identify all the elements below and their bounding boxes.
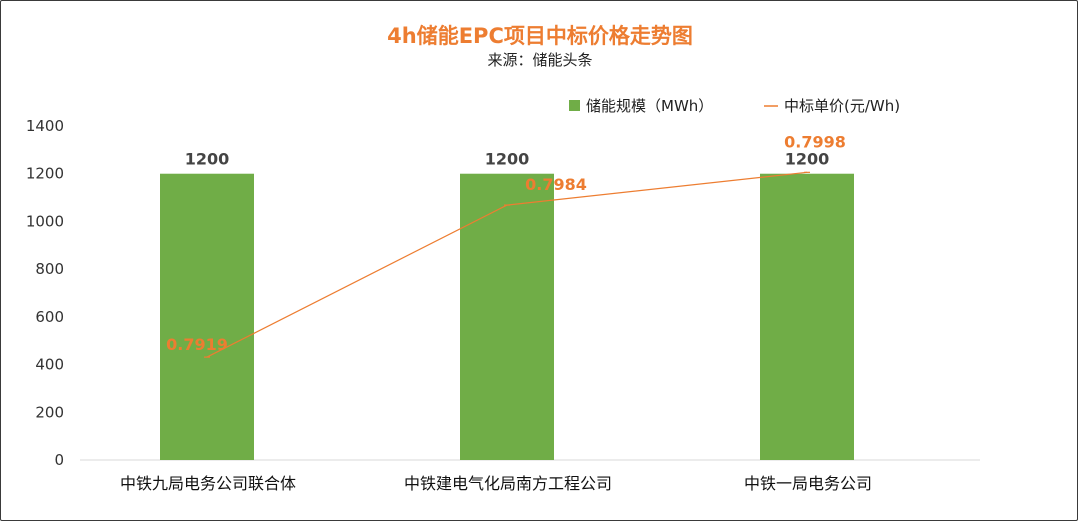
x-category-label: 中铁建电气化局南方工程公司 xyxy=(404,474,612,493)
chart-subtitle: 来源：储能头条 xyxy=(487,51,593,69)
line-layer: 0.7919 0.7984 0.7998 xyxy=(166,132,846,358)
y-tick-label: 800 xyxy=(35,260,64,278)
bar xyxy=(160,173,254,460)
x-category-label: 中铁一局电务公司 xyxy=(744,474,872,493)
legend: 储能规模（MWh） 中标单价(元/Wh) xyxy=(569,97,900,115)
line-data-label: 0.7998 xyxy=(784,132,846,151)
bar-data-label: 1200 xyxy=(485,150,530,169)
chart-title: 4h储能EPC项目中标价格走势图 xyxy=(387,24,693,48)
y-tick-label: 0 xyxy=(54,451,64,469)
legend-bar-label: 储能规模（MWh） xyxy=(586,97,713,115)
line-data-label: 0.7984 xyxy=(525,175,587,194)
bar xyxy=(760,173,854,460)
y-tick-label: 600 xyxy=(35,308,64,326)
legend-line-label: 中标单价(元/Wh) xyxy=(784,97,900,115)
x-category-label: 中铁九局电务公司联合体 xyxy=(120,474,296,493)
y-tick-label: 1400 xyxy=(26,117,64,135)
bar xyxy=(460,173,554,460)
y-tick-label: 1000 xyxy=(26,212,64,230)
bar-data-label: 1200 xyxy=(785,150,830,169)
y-tick-label: 1200 xyxy=(26,165,64,183)
bar-layer: 1200 1200 1200 xyxy=(160,150,854,460)
line-data-label: 0.7919 xyxy=(166,335,228,354)
y-tick-label: 400 xyxy=(35,356,64,374)
legend-bar-swatch xyxy=(569,100,580,111)
bar-data-label: 1200 xyxy=(185,150,230,169)
y-tick-label: 200 xyxy=(35,403,64,421)
